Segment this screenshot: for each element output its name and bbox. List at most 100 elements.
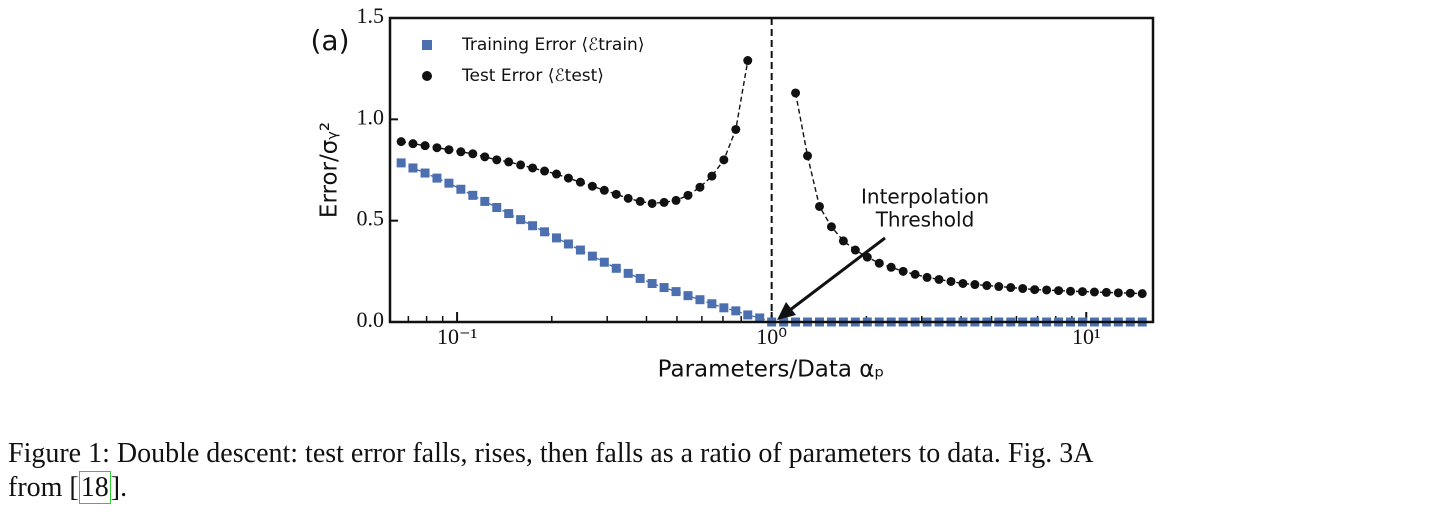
train-marker bbox=[635, 273, 645, 283]
test-marker bbox=[1137, 289, 1147, 299]
test-marker bbox=[1113, 288, 1123, 298]
test-marker bbox=[874, 258, 884, 268]
y-tick-label: 1.5 bbox=[357, 3, 385, 28]
train-marker bbox=[540, 227, 550, 237]
legend-label: Test Error ⟨ℰtest⟩ bbox=[461, 66, 604, 86]
train-marker bbox=[575, 245, 585, 255]
test-marker bbox=[492, 155, 502, 165]
test-marker bbox=[982, 281, 992, 291]
chart: (a) Parameters/Data αₚ Error/σᵧ² 0.0 0.5 1… bbox=[310, 3, 1155, 383]
legend-marker bbox=[422, 71, 432, 81]
test-marker bbox=[1101, 287, 1111, 297]
test-marker bbox=[707, 171, 717, 181]
test-marker bbox=[695, 182, 705, 192]
train-marker bbox=[563, 239, 573, 249]
test-marker bbox=[886, 262, 896, 272]
train-marker bbox=[468, 190, 478, 200]
train-marker bbox=[587, 251, 597, 261]
train-marker bbox=[420, 168, 430, 178]
train-marker bbox=[743, 310, 753, 320]
train-marker bbox=[408, 163, 418, 173]
test-marker bbox=[934, 274, 944, 284]
train-marker bbox=[480, 196, 490, 206]
test-marker bbox=[970, 280, 980, 290]
train-marker bbox=[659, 283, 669, 293]
test-marker bbox=[1066, 286, 1076, 296]
train-marker bbox=[707, 299, 717, 309]
annotation-arrow bbox=[789, 236, 886, 312]
test-marker bbox=[1054, 286, 1064, 296]
test-marker bbox=[540, 166, 550, 176]
y-tick-label: 0.0 bbox=[357, 307, 385, 332]
test-marker bbox=[850, 245, 860, 255]
test-marker bbox=[1042, 285, 1052, 295]
test-marker bbox=[814, 201, 824, 211]
y-tick-label: 1.0 bbox=[357, 104, 385, 129]
y-tick-label: 0.5 bbox=[357, 206, 385, 231]
x-tick-label: 10¹ bbox=[1072, 324, 1101, 349]
test-marker bbox=[743, 56, 753, 66]
caption-line: Figure 1: Double descent: test error fal… bbox=[8, 438, 1094, 469]
train-marker bbox=[396, 158, 406, 168]
test-marker bbox=[528, 163, 538, 173]
legend-label: Training Error ⟨ℰtrain⟩ bbox=[461, 35, 644, 55]
test-marker bbox=[623, 193, 633, 203]
test-marker bbox=[958, 278, 968, 288]
test-marker bbox=[683, 190, 693, 200]
test-marker bbox=[444, 145, 454, 155]
train-marker bbox=[611, 263, 621, 273]
test-marker bbox=[480, 152, 490, 162]
legend-marker bbox=[422, 40, 432, 50]
test-marker bbox=[647, 198, 657, 208]
plot-frame bbox=[388, 16, 1155, 324]
train-marker bbox=[695, 295, 705, 305]
test-marker bbox=[408, 139, 418, 149]
annotation-text: Threshold bbox=[875, 208, 975, 232]
test-marker bbox=[1077, 287, 1087, 297]
train-marker bbox=[647, 278, 657, 288]
x-tick-label: 10⁰ bbox=[756, 324, 787, 349]
test-marker bbox=[468, 149, 478, 159]
test-marker bbox=[516, 160, 526, 170]
y-axis-label: Error/σᵧ² bbox=[317, 122, 343, 218]
annotation-text: Interpolation bbox=[861, 185, 989, 209]
train-marker bbox=[599, 257, 609, 267]
train-marker bbox=[671, 287, 681, 297]
caption-line: from [18]. bbox=[8, 471, 1448, 505]
train-marker bbox=[492, 202, 502, 212]
test-marker bbox=[456, 147, 466, 157]
test-marker bbox=[432, 143, 442, 153]
x-axis-label: Parameters/Data αₚ bbox=[658, 357, 885, 383]
citation[interactable]: 18 bbox=[78, 471, 111, 504]
test-marker bbox=[504, 157, 514, 167]
test-marker bbox=[599, 185, 609, 195]
test-marker bbox=[791, 88, 801, 98]
test-marker bbox=[898, 266, 908, 276]
test-marker bbox=[838, 236, 848, 246]
caption-text: from [ bbox=[8, 472, 79, 503]
test-marker bbox=[946, 276, 956, 286]
panel-label: (a) bbox=[310, 24, 349, 57]
train-marker bbox=[755, 313, 765, 323]
train-marker bbox=[731, 306, 741, 316]
train-marker bbox=[504, 209, 514, 219]
train-marker bbox=[456, 184, 466, 194]
test-marker bbox=[826, 222, 836, 232]
test-marker bbox=[575, 177, 585, 187]
train-marker bbox=[444, 178, 454, 188]
test-marker bbox=[1089, 287, 1099, 297]
test-marker bbox=[563, 173, 573, 183]
test-marker bbox=[396, 137, 406, 147]
caption: Figure 1: Double descent: test error fal… bbox=[8, 437, 1448, 505]
test-marker bbox=[910, 269, 920, 279]
train-marker bbox=[719, 303, 729, 313]
test-marker bbox=[803, 151, 813, 161]
train-marker bbox=[516, 215, 526, 225]
train-marker bbox=[432, 173, 442, 183]
train-marker bbox=[623, 268, 633, 278]
train-marker bbox=[528, 221, 538, 231]
test-marker bbox=[659, 197, 669, 207]
annotation-arrowhead bbox=[777, 302, 796, 320]
test-marker bbox=[420, 141, 430, 151]
